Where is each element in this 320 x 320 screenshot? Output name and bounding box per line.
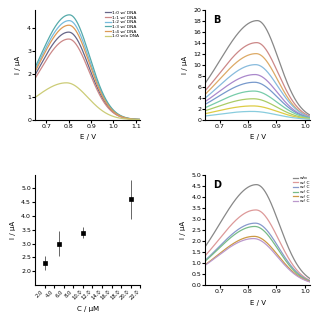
- Y-axis label: I / μA: I / μA: [182, 56, 188, 74]
- 1:1 w/ DNA: [84, 60, 87, 64]
- 1:1 w/ DNA: [136, 117, 140, 121]
- Line: 1:1 w/ DNA: 1:1 w/ DNA: [35, 39, 140, 120]
- 1:1 w/ DNA: [138, 118, 142, 122]
- 1:0 w/ DNA: [84, 57, 88, 61]
- 1:2 w/ DNA: [120, 115, 124, 118]
- Y-axis label: I / μA: I / μA: [180, 221, 186, 239]
- Text: D: D: [213, 180, 221, 190]
- 1:0 w/ DNA: [136, 117, 140, 121]
- 1:0 w/o DNA: [65, 81, 68, 85]
- 1:1 w/ DNA: [84, 62, 88, 66]
- Line: 1:4 w/ DNA: 1:4 w/ DNA: [35, 25, 140, 119]
- 1:2 w/ DNA: [84, 46, 87, 50]
- 1:1 w/ DNA: [120, 115, 124, 119]
- X-axis label: C / μM: C / μM: [77, 306, 99, 312]
- 1:0 w/ DNA: [90, 74, 94, 77]
- 1:0 w/o DNA: [90, 100, 94, 104]
- 1:0 w/o DNA: [33, 95, 37, 99]
- 1:1 w/ DNA: [33, 76, 37, 80]
- 1:0 w/ DNA: [138, 118, 142, 122]
- 1:3 w/ DNA: [68, 13, 71, 17]
- 1:4 w/ DNA: [120, 115, 124, 118]
- X-axis label: E / V: E / V: [250, 134, 266, 140]
- 1:1 w/ DNA: [67, 37, 71, 41]
- 1:2 w/ DNA: [136, 117, 140, 121]
- 1:2 w/ DNA: [84, 48, 88, 52]
- X-axis label: E / V: E / V: [250, 300, 266, 306]
- 1:4 w/ DNA: [138, 117, 142, 121]
- 1:0 w/o DNA: [136, 118, 140, 122]
- 1:1 w/ DNA: [96, 90, 100, 93]
- 1:1 w/ DNA: [90, 77, 94, 81]
- 1:2 w/ DNA: [67, 19, 71, 22]
- Line: 1:0 w/ DNA: 1:0 w/ DNA: [35, 32, 140, 120]
- 1:2 w/ DNA: [90, 67, 94, 70]
- 1:4 w/ DNA: [90, 69, 94, 73]
- 1:0 w/ DNA: [96, 87, 100, 91]
- 1:3 w/ DNA: [96, 79, 100, 83]
- 1:4 w/ DNA: [84, 52, 88, 55]
- 1:0 w/ DNA: [33, 73, 37, 76]
- 1:3 w/ DNA: [84, 43, 88, 47]
- 1:0 w/o DNA: [96, 106, 100, 109]
- 1:0 w/ DNA: [67, 30, 71, 34]
- 1:0 w/ DNA: [84, 55, 87, 59]
- 1:2 w/ DNA: [138, 117, 142, 121]
- Y-axis label: I / μA: I / μA: [15, 56, 21, 74]
- 1:3 w/ DNA: [138, 117, 142, 121]
- Y-axis label: I / μA: I / μA: [10, 221, 16, 239]
- Line: 1:0 w/o DNA: 1:0 w/o DNA: [35, 83, 140, 120]
- Line: 1:2 w/ DNA: 1:2 w/ DNA: [35, 20, 140, 119]
- 1:3 w/ DNA: [120, 114, 124, 118]
- X-axis label: E / V: E / V: [80, 134, 96, 140]
- 1:4 w/ DNA: [84, 50, 87, 54]
- Line: 1:3 w/ DNA: 1:3 w/ DNA: [35, 15, 140, 119]
- 1:0 w/o DNA: [120, 116, 124, 120]
- 1:0 w/o DNA: [138, 118, 142, 122]
- 1:3 w/ DNA: [33, 65, 37, 69]
- 1:4 w/ DNA: [67, 23, 71, 27]
- 1:3 w/ DNA: [84, 41, 87, 45]
- 1:0 w/o DNA: [84, 93, 87, 97]
- 1:3 w/ DNA: [90, 63, 94, 67]
- 1:0 w/ DNA: [120, 115, 124, 119]
- 1:2 w/ DNA: [33, 68, 37, 72]
- 1:4 w/ DNA: [96, 84, 100, 88]
- 1:3 w/ DNA: [136, 117, 140, 121]
- 1:4 w/ DNA: [33, 70, 37, 74]
- Legend: 1:0 w/ DNA, 1:1 w/ DNA, 1:2 w/ DNA, 1:3 w/ DNA, 1:4 w/ DNA, 1:0 w/o DNA: 1:0 w/ DNA, 1:1 w/ DNA, 1:2 w/ DNA, 1:3 …: [105, 11, 139, 39]
- 1:4 w/ DNA: [136, 117, 140, 121]
- 1:0 w/o DNA: [84, 93, 88, 97]
- Legend: w/o, w/ C, w/ C, w/ C, w/ C, w/ C: w/o, w/ C, w/ C, w/ C, w/ C, w/ C: [292, 176, 309, 204]
- 1:2 w/ DNA: [96, 82, 100, 86]
- Text: B: B: [213, 15, 220, 25]
